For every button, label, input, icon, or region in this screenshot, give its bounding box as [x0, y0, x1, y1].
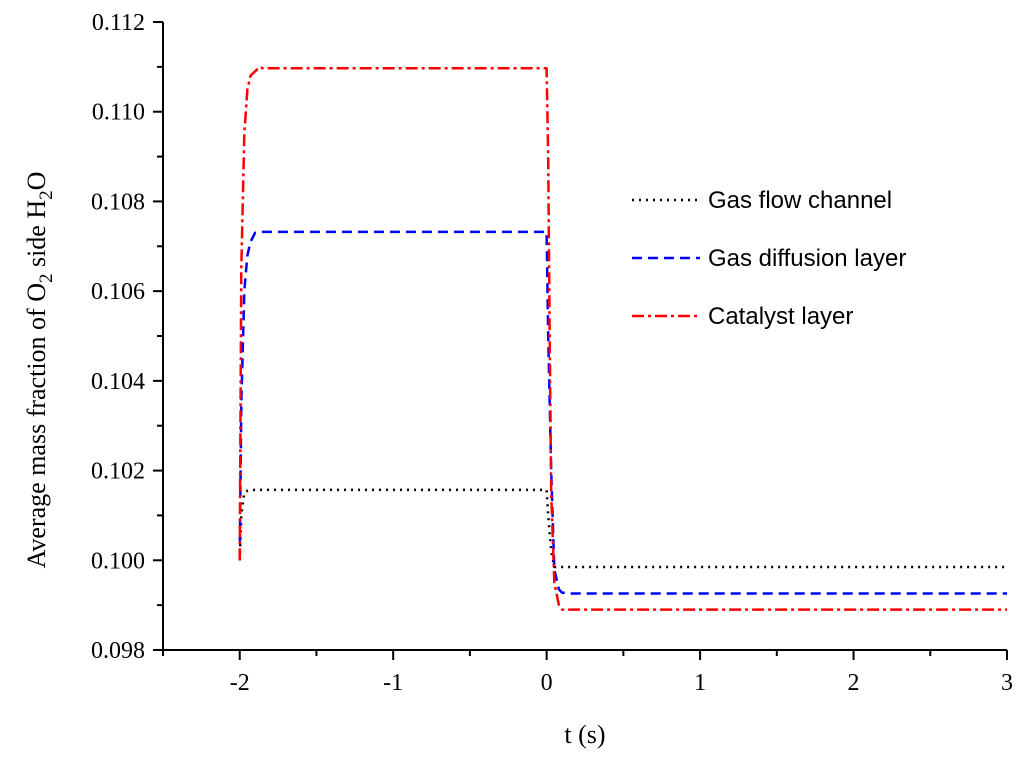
x-tick-label: 2	[848, 670, 860, 696]
series-line-catalyst-layer	[238, 65, 1007, 611]
y-axis-title-sub-2: 2	[36, 190, 57, 200]
x-tick-label: 1	[694, 670, 706, 696]
x-axis-title: t (s)	[564, 720, 605, 749]
y-tick-label: 0.104	[91, 369, 145, 395]
axes-group	[162, 22, 1007, 651]
y-tick-label: 0.100	[91, 548, 145, 574]
y-axis-title-sub-1: 2	[36, 274, 57, 284]
y-tick-label: 0.098	[91, 638, 145, 664]
legend-item-gas-diffusion-layer: Gas diffusion layer	[632, 245, 906, 272]
x-tick-label: -2	[230, 670, 250, 696]
series-line-gas-flow-channel	[238, 488, 1007, 569]
legend-label-gas-diffusion-layer: Gas diffusion layer	[708, 245, 906, 272]
y-axis-title: Average mass fraction of O2 side H2O	[22, 172, 57, 569]
y-tick-label: 0.106	[91, 279, 145, 305]
x-tick-label: 3	[1001, 670, 1013, 696]
series-line-gas-diffusion-layer	[238, 230, 1007, 595]
y-tick-label: 0.112	[92, 10, 145, 36]
y-tick-label: 0.110	[92, 100, 145, 126]
legend-label-catalyst-layer: Catalyst layer	[708, 303, 853, 330]
y-axis-title-part-3: O	[22, 172, 51, 191]
legend: Gas flow channel Gas diffusion layer Cat…	[632, 187, 906, 330]
legend-label-gas-flow-channel: Gas flow channel	[708, 187, 892, 214]
y-axis-title-part-1: Average mass fraction of O	[22, 283, 51, 568]
legend-item-catalyst-layer: Catalyst layer	[632, 303, 853, 330]
y-tick-label: 0.102	[91, 459, 145, 485]
x-tick-label: 0	[541, 670, 553, 696]
legend-item-gas-flow-channel: Gas flow channel	[632, 187, 892, 214]
y-tick-label: 0.108	[91, 189, 145, 215]
x-tick-label: -1	[383, 670, 403, 696]
series-layer	[238, 65, 1007, 611]
ticks-group: -2 -1 0 1 2 3 0.098 0.100 0.102 0.104 0.106 0.108 0.…	[91, 10, 1013, 696]
y-axis-title-part-2: side H	[22, 200, 51, 274]
